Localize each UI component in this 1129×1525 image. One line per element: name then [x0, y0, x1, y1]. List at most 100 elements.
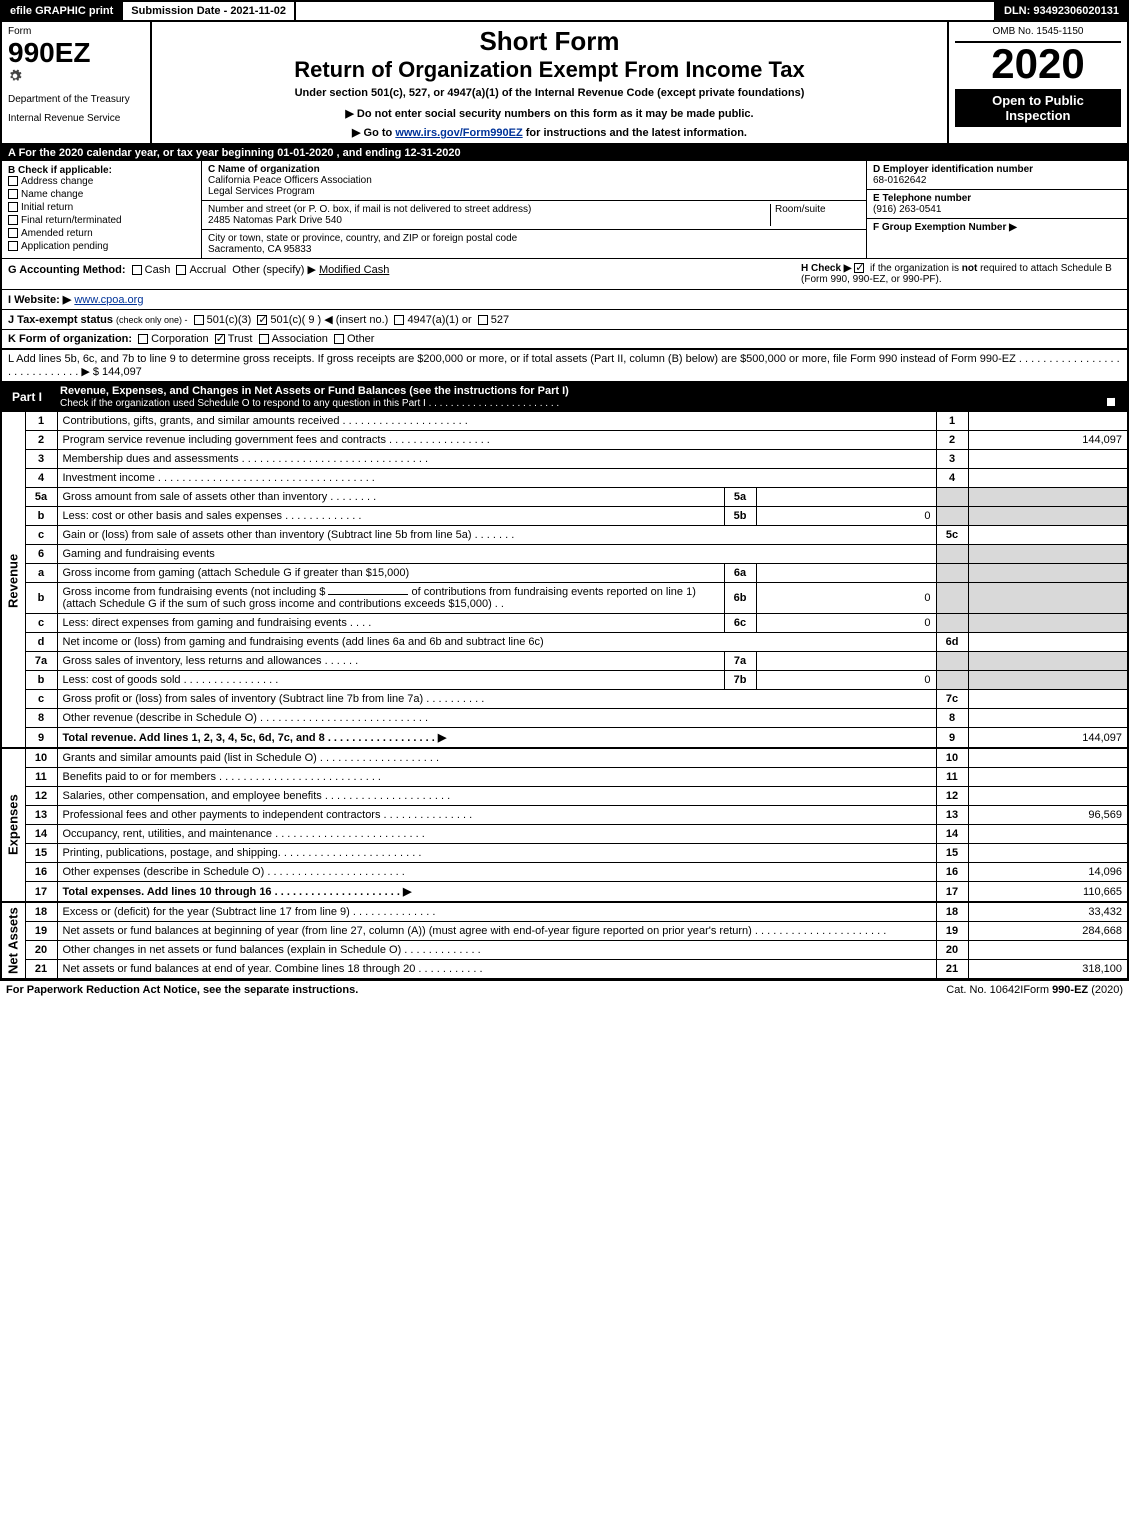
phone-label: E Telephone number [873, 193, 971, 204]
period-row: A For the 2020 calendar year, or tax yea… [0, 145, 1129, 161]
line-desc: Net assets or fund balances at beginning… [57, 922, 936, 941]
line-ref: 15 [936, 844, 968, 863]
line-13: 13 Professional fees and other payments … [1, 806, 1128, 825]
instructions-link[interactable]: www.irs.gov/Form990EZ [395, 127, 522, 139]
checkbox-address-change[interactable] [8, 176, 18, 186]
line-9: 9 Total revenue. Add lines 1, 2, 3, 4, 5… [1, 728, 1128, 749]
checkbox-501c3[interactable] [194, 315, 204, 325]
line-num: 18 [25, 902, 57, 922]
sub-value [756, 488, 936, 507]
checkbox-schedule-b[interactable] [854, 263, 864, 273]
line-ref: 7c [936, 690, 968, 709]
line-10: Expenses 10 Grants and similar amounts p… [1, 748, 1128, 768]
instructions-suffix: for instructions and the latest informat… [526, 127, 747, 139]
footer-right: Form 990-EZ (2020) [1023, 984, 1123, 996]
line-desc: Other changes in net assets or fund bala… [57, 941, 936, 960]
line-desc: Other revenue (describe in Schedule O) .… [57, 709, 936, 728]
checkbox-corporation[interactable] [138, 334, 148, 344]
line-ref-shaded [936, 614, 968, 633]
line-desc: Gross sales of inventory, less returns a… [57, 652, 724, 671]
line-desc: Investment income . . . . . . . . . . . … [57, 469, 936, 488]
accrual-label: Accrual [189, 264, 226, 276]
footer-right-suffix: (2020) [1091, 984, 1123, 996]
checkbox-trust[interactable] [215, 334, 225, 344]
website-link[interactable]: www.cpoa.org [74, 294, 143, 306]
page-footer: For Paperwork Reduction Act Notice, see … [0, 980, 1129, 999]
line-num: b [25, 583, 57, 614]
line-num: b [25, 507, 57, 526]
line-ref: 13 [936, 806, 968, 825]
checkbox-501c[interactable] [257, 315, 267, 325]
line-num: 1 [25, 412, 57, 431]
line-value: 284,668 [968, 922, 1128, 941]
form-label: Form [8, 26, 144, 37]
checkbox-application-pending[interactable] [8, 241, 18, 251]
line-20: 20 Other changes in net assets or fund b… [1, 941, 1128, 960]
line-ref: 17 [936, 882, 968, 903]
short-form-title: Short Form [160, 26, 939, 57]
opt-501c: 501(c)( 9 ) ◀ (insert no.) [270, 314, 388, 326]
checkbox-amended-return[interactable] [8, 228, 18, 238]
form-org-label: K Form of organization: [8, 333, 132, 345]
line-num: 7a [25, 652, 57, 671]
tax-exempt-sub: (check only one) ‑ [116, 315, 188, 325]
opt-other: Other [347, 333, 375, 345]
line-2: 2 Program service revenue including gove… [1, 431, 1128, 450]
line-14: 14 Occupancy, rent, utilities, and maint… [1, 825, 1128, 844]
checkbox-other-org[interactable] [334, 334, 344, 344]
line-desc: Professional fees and other payments to … [57, 806, 936, 825]
sub-value: 0 [756, 671, 936, 690]
line-ref: 9 [936, 728, 968, 749]
line-ref: 18 [936, 902, 968, 922]
name-label: C Name of organization [208, 164, 320, 175]
checkbox-name-change[interactable] [8, 189, 18, 199]
checkbox-schedule-o[interactable] [1106, 397, 1116, 407]
checkbox-accrual[interactable] [176, 265, 186, 275]
line-ref-shaded [936, 545, 968, 564]
line-desc: Gaming and fundraising events [57, 545, 936, 564]
line-value-shaded [968, 614, 1128, 633]
line-value-shaded [968, 545, 1128, 564]
line-num: d [25, 633, 57, 652]
checkbox-527[interactable] [478, 315, 488, 325]
checkbox-association[interactable] [259, 334, 269, 344]
line-value: 144,097 [968, 431, 1128, 450]
line-num: c [25, 690, 57, 709]
line-desc: Occupancy, rent, utilities, and maintena… [57, 825, 936, 844]
inspection-notice: Open to Public Inspection [955, 89, 1121, 127]
part-label: Part I [0, 386, 55, 408]
other-value: Modified Cash [319, 264, 389, 276]
line-value: 14,096 [968, 863, 1128, 882]
line-ref: 20 [936, 941, 968, 960]
ein-label: D Employer identification number [873, 164, 1033, 175]
line-21: 21 Net assets or fund balances at end of… [1, 960, 1128, 980]
instructions-prefix: ▶ Go to [352, 127, 395, 139]
line-ref: 1 [936, 412, 968, 431]
box-l: L Add lines 5b, 6c, and 7b to line 9 to … [0, 350, 1129, 382]
line-value [968, 526, 1128, 545]
line-value [968, 787, 1128, 806]
line-value: 144,097 [968, 728, 1128, 749]
checkbox-initial-return[interactable] [8, 202, 18, 212]
checkbox-4947[interactable] [394, 315, 404, 325]
box-k: K Form of organization: Corporation Trus… [0, 330, 1129, 350]
line-desc: Total revenue. Add lines 1, 2, 3, 4, 5c,… [57, 728, 936, 749]
chk-label: Amended return [21, 228, 93, 239]
line-num: 19 [25, 922, 57, 941]
line-num: b [25, 671, 57, 690]
checkbox-cash[interactable] [132, 265, 142, 275]
gear-icon [8, 69, 22, 83]
instructions-line: ▶ Go to www.irs.gov/Form990EZ for instru… [160, 126, 939, 139]
line-ref: 19 [936, 922, 968, 941]
line-desc: Less: direct expenses from gaming and fu… [57, 614, 724, 633]
city-label: City or town, state or province, country… [208, 233, 517, 244]
part-title: Revenue, Expenses, and Changes in Net As… [52, 382, 1127, 412]
checkbox-final-return[interactable] [8, 215, 18, 225]
efile-label[interactable]: efile GRAPHIC print [2, 2, 123, 20]
group-exemption-label: F Group Exemption Number ▶ [873, 222, 1017, 233]
line-value-shaded [968, 671, 1128, 690]
chk-label: Address change [21, 176, 93, 187]
line-ref-shaded [936, 652, 968, 671]
netassets-side-label: Net Assets [1, 902, 25, 979]
line-ref-shaded [936, 671, 968, 690]
